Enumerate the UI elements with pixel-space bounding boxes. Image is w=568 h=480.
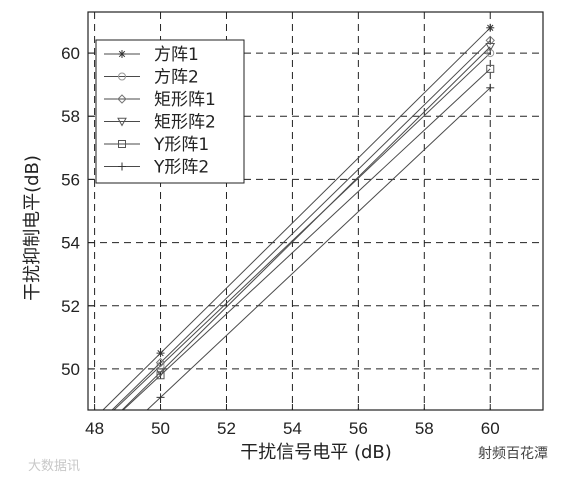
series-5 [122,64,495,411]
x-axis-title: 干扰信号电平 (dB) [240,442,392,463]
series-group [102,23,496,411]
legend-item: 方阵1 [104,45,199,65]
data-point-marker [485,43,496,52]
data-point-marker [486,23,495,32]
legend-label: 矩形阵2 [154,113,216,133]
legend-item: 方阵2 [104,68,199,88]
series-line [102,27,491,411]
x-tick-label: 52 [217,419,236,438]
y-axis-title: 干扰抑制电平(dB) [22,155,43,301]
series-line [121,46,491,411]
series-6 [146,83,495,411]
x-tick-label: 48 [85,419,104,438]
legend-marker [117,117,127,127]
data-point-marker [486,49,495,58]
legend-marker [118,140,126,148]
legend-item: 矩形阵1 [104,90,216,110]
y-tick-label: 56 [61,170,80,189]
legend-item: Y形阵1 [104,135,209,155]
y-tick-label: 60 [61,44,80,63]
watermark-right: 射频百花潭 [478,445,548,462]
legend-label: 方阵2 [154,68,199,88]
legend-label: Y形阵1 [153,135,209,155]
data-point-marker [486,64,495,73]
series-line [122,68,491,411]
data-point-marker [155,368,166,378]
series-3 [111,35,495,411]
data-point-marker [156,393,165,402]
series-line [111,40,491,411]
legend-marker [118,162,126,171]
data-point-marker [486,83,495,92]
legend-label: Y形阵2 [153,158,209,178]
legend-item: Y形阵2 [104,158,209,178]
legend-label: 矩形阵1 [154,90,216,110]
series-4 [121,43,496,411]
legend-marker [117,94,127,104]
y-tick-label: 50 [61,360,80,379]
plot-frame [87,11,544,411]
x-tick-label: 56 [349,419,368,438]
y-tick-label: 54 [61,234,80,253]
x-tick-label: 60 [481,419,500,438]
data-point-marker [156,371,165,380]
x-tick-label: 54 [283,419,302,438]
legend-item: 矩形阵2 [104,113,216,133]
legend-marker [118,72,126,81]
legend-marker [118,50,126,58]
series-1 [102,23,495,411]
data-point-marker [155,357,166,368]
watermark-left: 大数据讯 [28,459,80,474]
y-tick-label: 52 [61,297,80,316]
legend-box [95,39,245,184]
x-tick-label: 50 [151,419,170,438]
y-axis-ticks: 50 52 54 56 58 60 [61,44,94,379]
series-line [146,87,491,411]
data-point-marker [156,349,165,358]
y-tick-label: 58 [61,107,80,126]
data-point-marker [485,35,495,46]
series-line [113,52,491,411]
x-axis-ticks: 48 50 52 54 56 58 60 [85,404,500,438]
x-tick-label: 58 [415,419,434,438]
legend-label: 方阵1 [154,45,199,65]
